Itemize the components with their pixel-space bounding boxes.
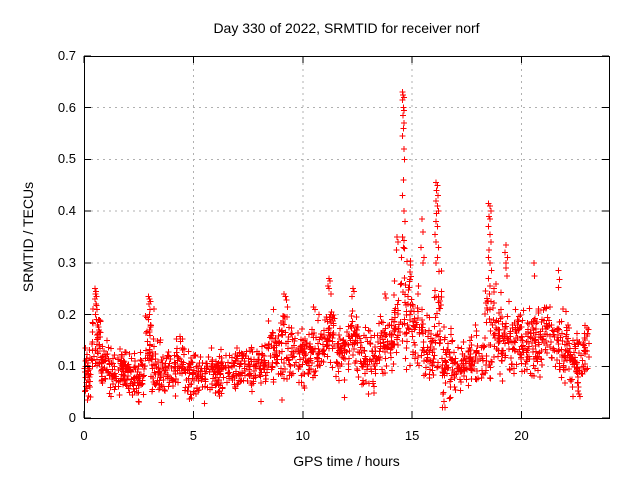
axes-and-ticks	[83, 55, 610, 419]
x-tick-label: 10	[295, 428, 310, 443]
x-tick-label: 15	[404, 428, 420, 443]
y-tick-label: 0.4	[57, 203, 76, 219]
x-tick-label: 5	[189, 428, 197, 443]
x-axis-label: GPS time / hours	[293, 453, 400, 469]
y-tick-label: 0.3	[57, 254, 76, 270]
y-tick-label: 0.5	[57, 151, 76, 167]
y-tick-label: 0.2	[57, 306, 76, 322]
y-tick-label: 0.7	[57, 48, 76, 63]
x-tick-label: 20	[514, 428, 529, 443]
y-tick-label: 0.1	[57, 358, 76, 374]
scatter-points	[81, 89, 593, 411]
x-tick-label: 0	[80, 428, 88, 443]
y-axis-label-text: SRMTID / TECUs	[20, 181, 36, 293]
y-tick-label: 0	[68, 410, 76, 425]
y-tick-label: 0.6	[57, 99, 76, 115]
chart-title: Day 330 of 2022, SRMTID for receiver nor…	[213, 20, 480, 36]
